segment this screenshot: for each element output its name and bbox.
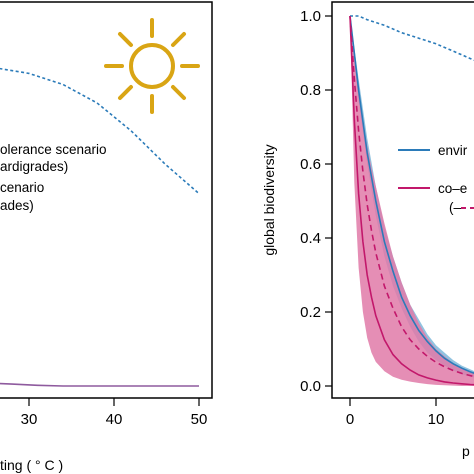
left-x-axis-label: ting ( ° C ) <box>0 457 63 473</box>
right-legend-entry-3: (– <box>449 200 461 215</box>
right-series-line-1 <box>349 15 474 375</box>
left-legend-entry-3: cenario <box>0 180 44 195</box>
right-y-tick-label-3: 0.6 <box>300 156 321 173</box>
sun-icon <box>104 18 200 114</box>
right-y-tick-label-2: 0.4 <box>300 230 321 247</box>
right-y-tick-label-1: 0.2 <box>300 304 321 321</box>
left-x-tick-label-0: 30 <box>21 411 38 428</box>
right-y-tick-label-5: 1.0 <box>300 8 321 25</box>
right-panel: 0 10 0.0 0.2 0.4 0.6 0.8 1.0 global biodiversi… <box>261 1 474 459</box>
right-y-tick-label-0: 0.0 <box>300 378 321 395</box>
right-x-tick-label-0: 0 <box>346 411 354 428</box>
left-legend-entry-4: ades) <box>0 198 34 213</box>
left-legend-entry-2: ardigrades) <box>0 159 68 174</box>
right-axes-frame <box>331 1 474 399</box>
right-legend-entry-1: envir <box>438 143 468 158</box>
right-series <box>349 15 474 386</box>
right-x-ticks: 0 10 <box>346 398 445 428</box>
left-legend-entry-1: olerance scenario <box>0 142 107 157</box>
left-x-tick-label-1: 40 <box>106 411 123 428</box>
left-x-ticks: 30 40 50 <box>21 398 208 428</box>
right-y-axis-label: global biodiversity <box>261 144 277 255</box>
right-series-line-3 <box>349 15 474 386</box>
left-series-line-1 <box>0 382 199 387</box>
right-y-tick-label-4: 0.8 <box>300 82 321 99</box>
left-series <box>0 67 200 387</box>
right-series-line-0 <box>350 15 474 62</box>
right-legend-entry-2: co–e <box>438 181 467 196</box>
right-series-line-2 <box>349 15 474 378</box>
right-band-2 <box>350 16 474 386</box>
right-x-tick-label-1: 10 <box>428 411 445 428</box>
right-x-axis-label: p <box>462 443 470 459</box>
left-series-line-0 <box>0 67 200 195</box>
right-y-ticks: 0.0 0.2 0.4 0.6 0.8 1.0 <box>300 8 332 395</box>
left-panel: 30 40 50 olerance scenario ardigrades) cen… <box>0 1 213 473</box>
left-axes-frame <box>0 1 213 399</box>
left-x-tick-label-2: 50 <box>191 411 208 428</box>
